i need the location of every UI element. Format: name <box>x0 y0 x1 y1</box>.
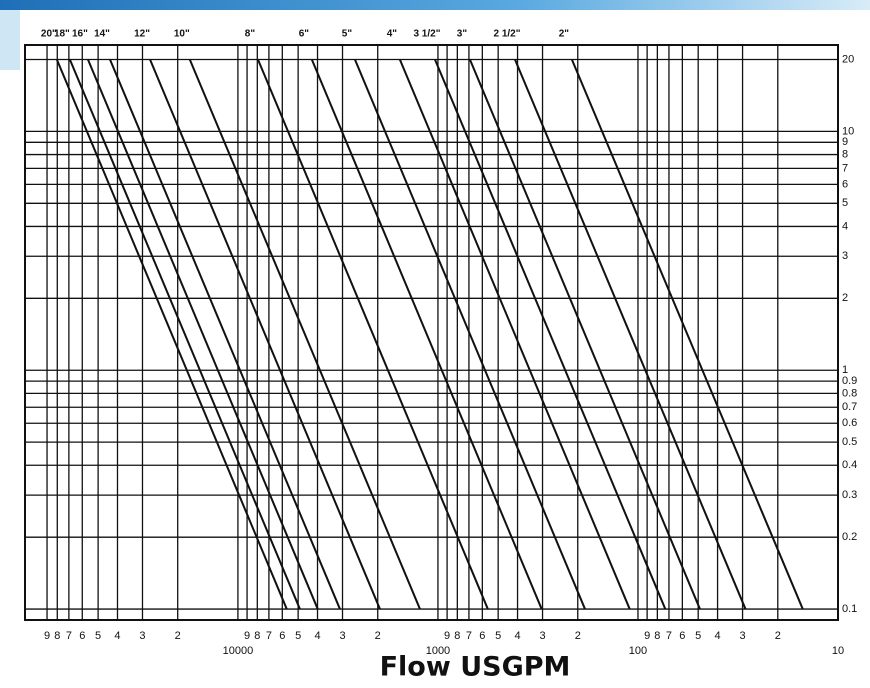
x-tick-label: 4 <box>314 630 320 642</box>
y-tick-label: 2 <box>842 292 848 304</box>
pipe-line <box>354 59 586 610</box>
x-tick-label: 6 <box>279 630 285 642</box>
pipe-line <box>310 59 543 610</box>
y-tick-label: 0.9 <box>842 375 857 387</box>
pipe-label: 8" <box>245 29 256 40</box>
y-tick-label: 0.1 <box>842 603 857 615</box>
x-tick-label: 3 <box>139 630 145 642</box>
x-tick-label: 5 <box>95 630 101 642</box>
y-tick-label: 0.3 <box>842 489 857 501</box>
x-tick-label: 5 <box>295 630 301 642</box>
pipe-line <box>68 59 301 610</box>
pipe-label: 5" <box>342 29 353 40</box>
y-tick-label: 0.2 <box>842 531 857 543</box>
pipe-line <box>109 59 341 610</box>
x-tick-label: 2 <box>575 630 581 642</box>
y-tick-label: 6 <box>842 178 848 190</box>
pipe-label: 4" <box>387 29 398 40</box>
x-tick-label: 9 <box>644 630 650 642</box>
y-tick-label: 7 <box>842 162 848 174</box>
y-tick-label: 20 <box>842 53 854 65</box>
x-tick-label: 10000 <box>223 645 254 657</box>
x-tick-label: 6 <box>679 630 685 642</box>
pipe-line <box>188 59 421 610</box>
x-tick-label: 9 <box>444 630 450 642</box>
pipe-label: 14" <box>94 29 110 40</box>
pipe-line <box>55 59 288 610</box>
pipe-label: 2" <box>559 29 570 40</box>
x-tick-label: 2 <box>775 630 781 642</box>
pipe-line <box>398 59 631 610</box>
pipe-line <box>469 59 701 610</box>
x-tick-label: 6 <box>479 630 485 642</box>
pipe-label: 20" <box>41 29 57 40</box>
pipe-line <box>434 59 667 610</box>
x-tick-label: 4 <box>114 630 120 642</box>
x-tick-label: 8 <box>654 630 660 642</box>
x-tick-label: 3 <box>740 630 746 642</box>
y-tick-label: 0.4 <box>842 459 857 471</box>
x-tick-label: 5 <box>695 630 701 642</box>
y-tick-label: 8 <box>842 148 848 160</box>
pipe-label: 10" <box>174 29 190 40</box>
chart-title: Flow USGPM <box>380 652 571 683</box>
pipe-line <box>149 59 381 610</box>
x-tick-label: 8 <box>254 630 260 642</box>
pipe-label: 3 1/2" <box>413 29 440 40</box>
pipe-label: 2 1/2" <box>493 29 520 40</box>
x-tick-label: 8 <box>54 630 60 642</box>
pipe-line <box>514 59 747 610</box>
y-tick-label: 1 <box>842 364 848 376</box>
x-tick-label: 9 <box>44 630 50 642</box>
x-tick-label: 5 <box>495 630 501 642</box>
y-tick-label: 10 <box>842 125 854 137</box>
pipe-label: 6" <box>299 29 310 40</box>
y-tick-label: 9 <box>842 136 848 148</box>
x-tick-label: 100 <box>629 645 647 657</box>
pipe-line <box>87 59 319 610</box>
x-tick-label: 2 <box>375 630 381 642</box>
y-tick-label: 0.5 <box>842 436 857 448</box>
x-tick-label: 7 <box>66 630 72 642</box>
x-tick-label: 8 <box>454 630 460 642</box>
y-tick-label: 5 <box>842 197 848 209</box>
pipe-label: 16" <box>72 29 88 40</box>
y-tick-label: 0.6 <box>842 417 857 429</box>
x-tick-label: 3 <box>339 630 345 642</box>
side-decoration <box>0 10 20 70</box>
header-band <box>0 0 870 10</box>
pipe-label: 3" <box>457 29 468 40</box>
pipe-line <box>570 59 804 610</box>
x-tick-label: 9 <box>244 630 250 642</box>
y-tick-label: 4 <box>842 220 848 232</box>
y-tick-label: 0.7 <box>842 401 857 413</box>
x-tick-label: 4 <box>715 630 721 642</box>
x-tick-label: 6 <box>79 630 85 642</box>
y-tick-label: 3 <box>842 250 848 262</box>
pipe-label: 12" <box>134 29 150 40</box>
x-tick-label: 4 <box>514 630 520 642</box>
x-tick-label: 7 <box>466 630 472 642</box>
x-tick-label: 1000 <box>426 645 450 657</box>
x-tick-label: 3 <box>539 630 545 642</box>
x-tick-label: 7 <box>666 630 672 642</box>
pipe-line <box>257 59 489 610</box>
y-tick-label: 0.8 <box>842 387 857 399</box>
x-tick-label: 7 <box>266 630 272 642</box>
pipe-label: 18" <box>54 29 70 40</box>
x-tick-label: 10 <box>832 645 844 657</box>
x-tick-label: 2 <box>175 630 181 642</box>
